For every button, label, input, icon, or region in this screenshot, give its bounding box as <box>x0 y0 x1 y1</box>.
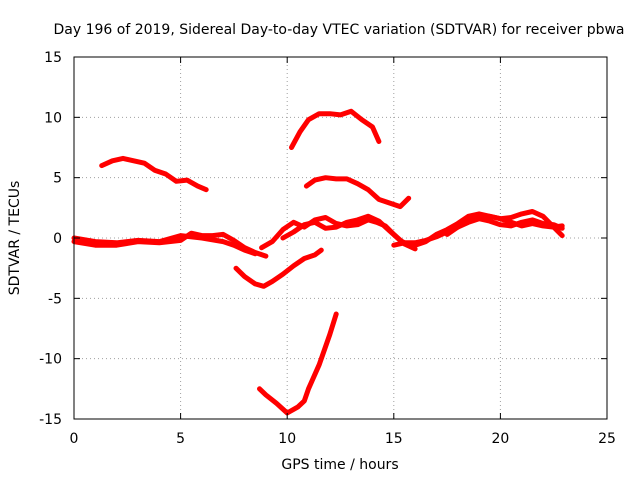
y-tick-label: 0 <box>53 231 62 247</box>
series-group <box>71 108 565 416</box>
x-tick-label: 20 <box>491 431 509 447</box>
chart-title: Day 196 of 2019, Sidereal Day-to-day VTE… <box>53 22 624 38</box>
x-tick-label: 0 <box>70 431 79 447</box>
y-axis-label: SDTVAR / TECUs <box>7 181 23 296</box>
series-arc-i <box>280 213 412 248</box>
y-tick-label: 10 <box>44 110 62 126</box>
y-tick-label: 15 <box>44 50 62 66</box>
series-arc-e <box>71 233 258 257</box>
x-tick-label: 25 <box>598 431 616 447</box>
series-arc-a <box>99 155 209 193</box>
x-tick-label: 5 <box>176 431 185 447</box>
series-arc-g <box>257 311 339 416</box>
series-arc-b <box>289 108 382 150</box>
x-tick-label: 15 <box>385 431 403 447</box>
y-tick-label: -10 <box>39 352 62 368</box>
axis-ticks: 0 5 10 15 20 25 -15 -10 -5 0 5 10 15 <box>39 50 616 447</box>
y-tick-label: 5 <box>53 171 62 187</box>
x-axis-label: GPS time / hours <box>281 457 398 473</box>
y-tick-label: -5 <box>48 291 62 307</box>
x-tick-label: 10 <box>278 431 296 447</box>
series-arc-l <box>444 209 565 239</box>
series-arc-c <box>303 175 412 210</box>
series-arc-f <box>233 247 324 289</box>
y-tick-label: -15 <box>39 412 62 428</box>
